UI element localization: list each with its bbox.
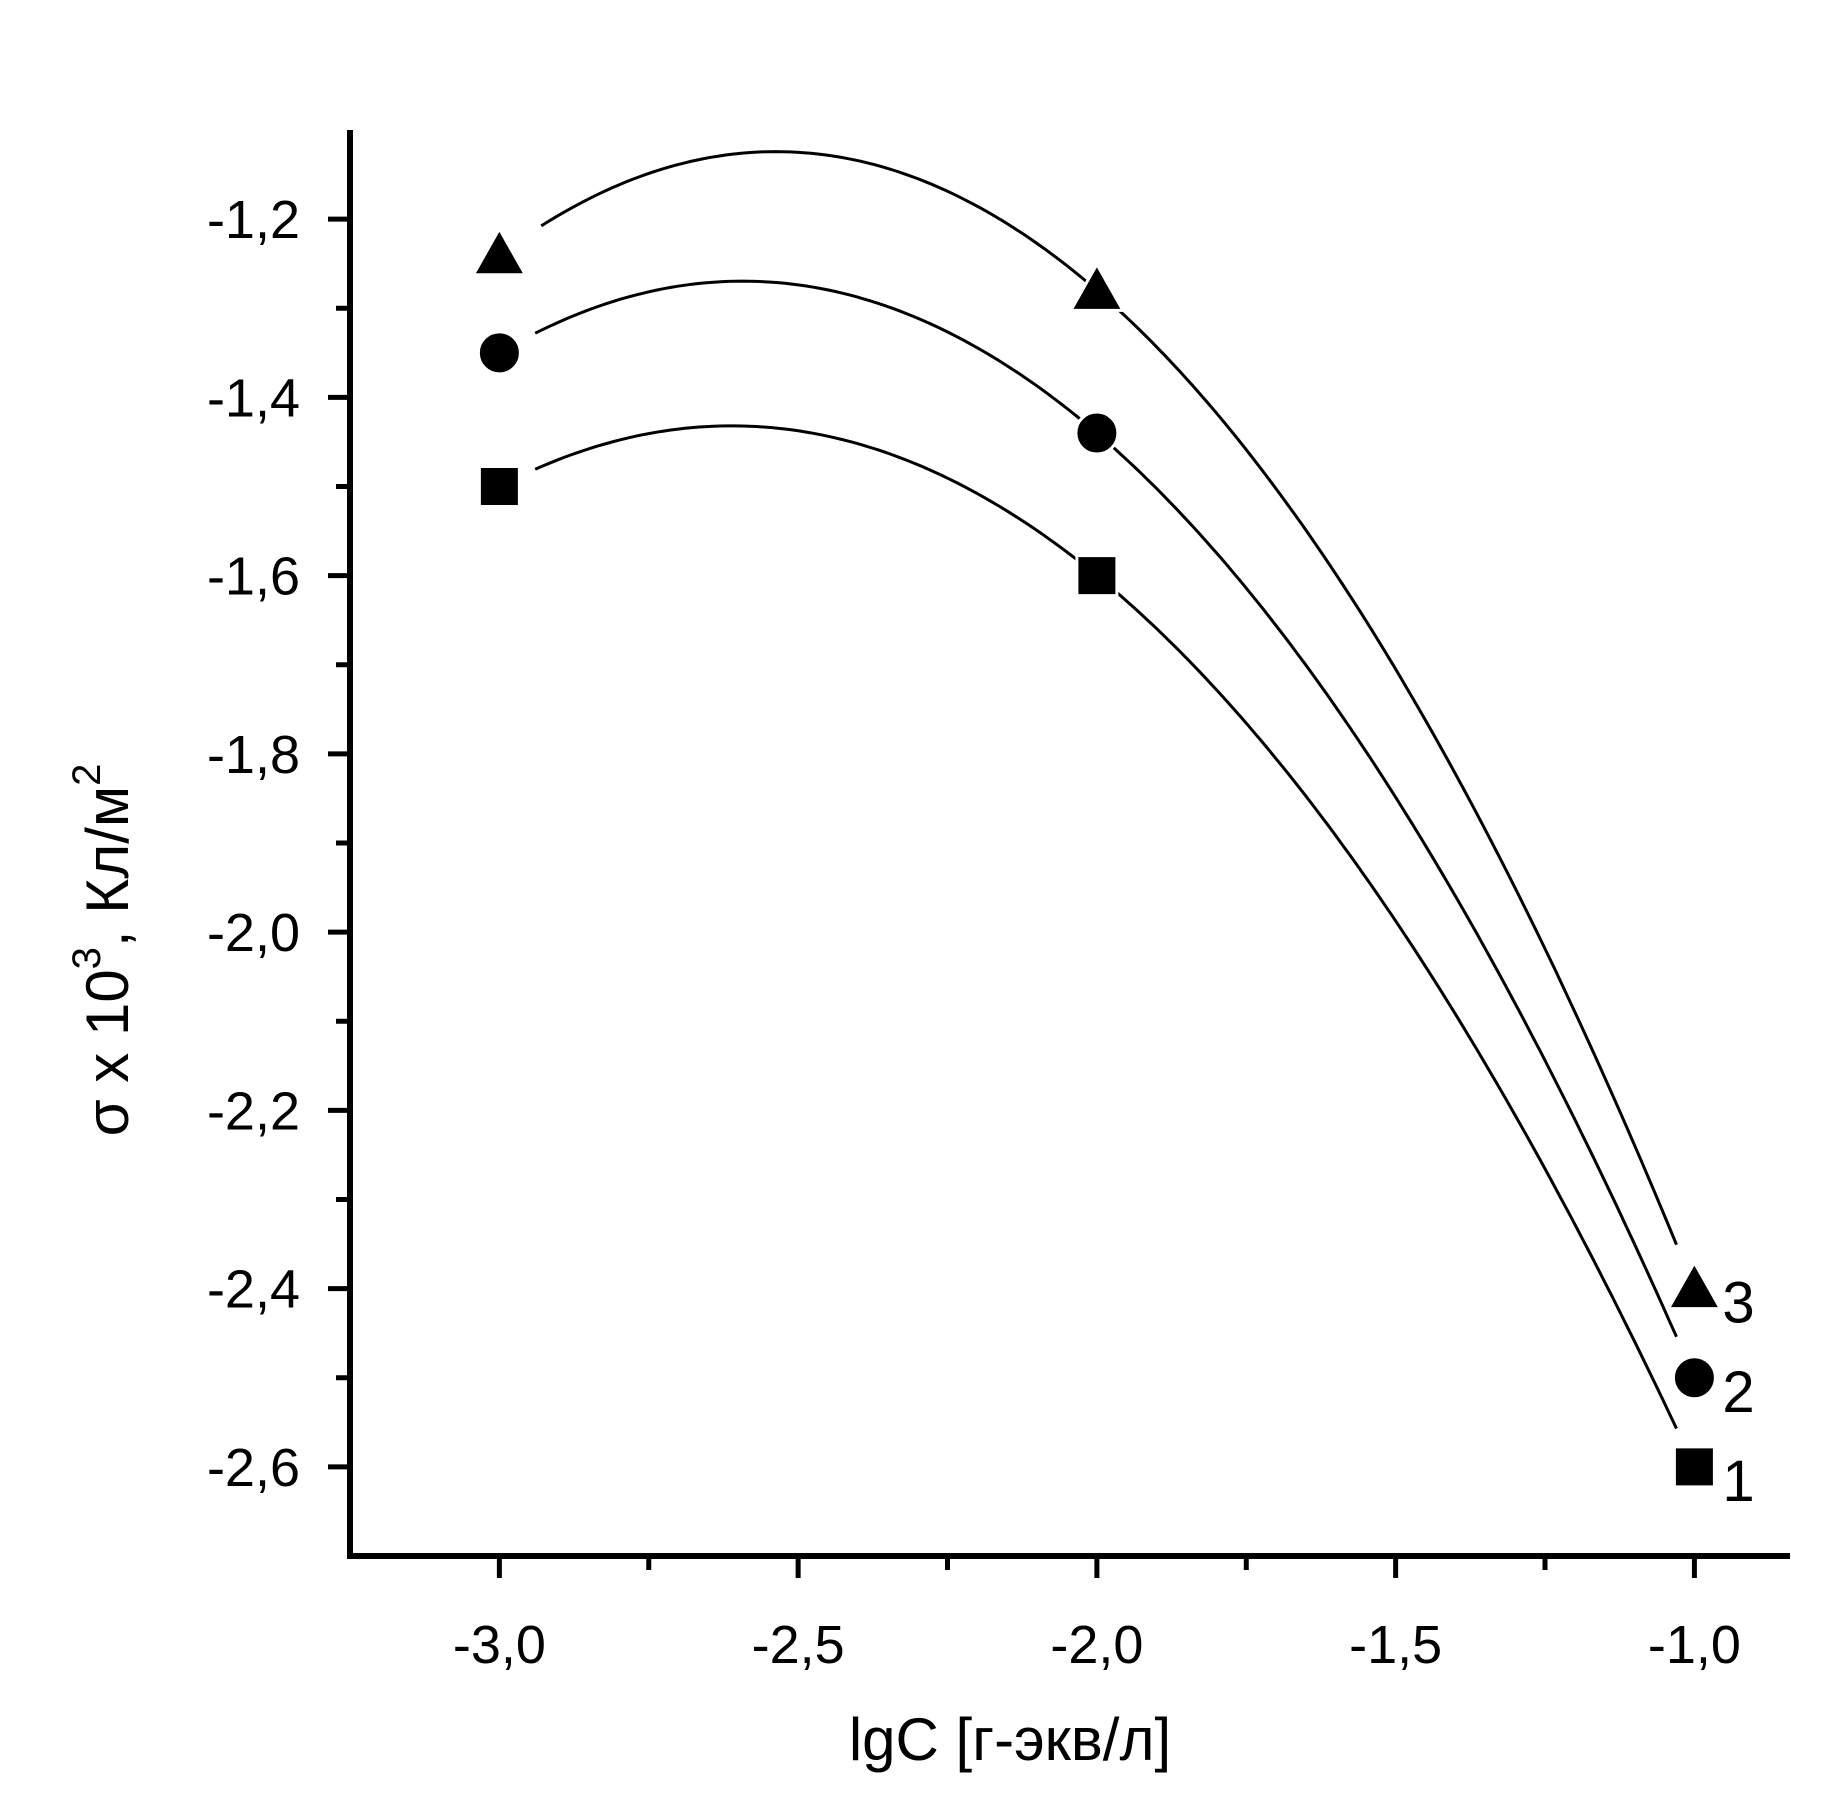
x-axis-title: lgC [г-экв/л] xyxy=(849,1706,1171,1773)
series-2-point xyxy=(1671,1355,1717,1401)
y-tick-label: -1,4 xyxy=(207,368,300,428)
series-1-point xyxy=(477,465,521,508)
series-3-point xyxy=(470,225,528,277)
series-3-label: 3 xyxy=(1722,1271,1754,1336)
axes xyxy=(328,130,1790,1578)
y-tick-label: -1,2 xyxy=(207,190,300,250)
x-tick-label: -2,0 xyxy=(1050,1615,1143,1675)
x-tick-label: -3,0 xyxy=(453,1615,546,1675)
series-2-point xyxy=(1074,410,1120,456)
series-3-point xyxy=(1068,261,1126,312)
y-tick-label: -1,6 xyxy=(207,547,300,607)
x-tick-label: -2,5 xyxy=(752,1615,845,1675)
markers xyxy=(470,225,1723,1489)
y-tick-label: -1,8 xyxy=(207,725,300,785)
x-tick-label: -1,0 xyxy=(1648,1615,1741,1675)
series-1-point xyxy=(1672,1445,1716,1489)
series-3-line xyxy=(540,150,1678,1246)
y-axis-title-exponent: 3 xyxy=(65,947,109,969)
y-tick-label: -2,0 xyxy=(207,903,300,963)
y-axis-title-unit-exponent: 2 xyxy=(65,764,109,786)
y-tick-label: -2,2 xyxy=(207,1081,300,1141)
series-1-label: 1 xyxy=(1722,1449,1754,1514)
series-1-point xyxy=(1075,554,1119,598)
series-2-label: 2 xyxy=(1722,1360,1754,1425)
y-axis-title-unit: , Кл/м xyxy=(74,786,141,947)
labels: -1,2 -1,4 -1,6 -1,8 -2,0 -2,2 -2,4 -2,6 -3,0 -2,5… xyxy=(207,190,1755,1675)
y-tick-label: -2,6 xyxy=(207,1438,300,1498)
y-tick-label: -2,4 xyxy=(207,1260,300,1320)
series-3-point xyxy=(1665,1259,1723,1311)
curves xyxy=(534,150,1678,1430)
series-2-point xyxy=(476,330,522,376)
y-axis-title-main: σ x 10 xyxy=(74,969,141,1136)
svg-text:σ x 103, Кл/м2: σ x 103, Кл/м2 xyxy=(65,764,141,1137)
x-tick-label: -1,5 xyxy=(1349,1615,1442,1675)
y-axis-title: σ x 103, Кл/м2 xyxy=(65,764,141,1137)
